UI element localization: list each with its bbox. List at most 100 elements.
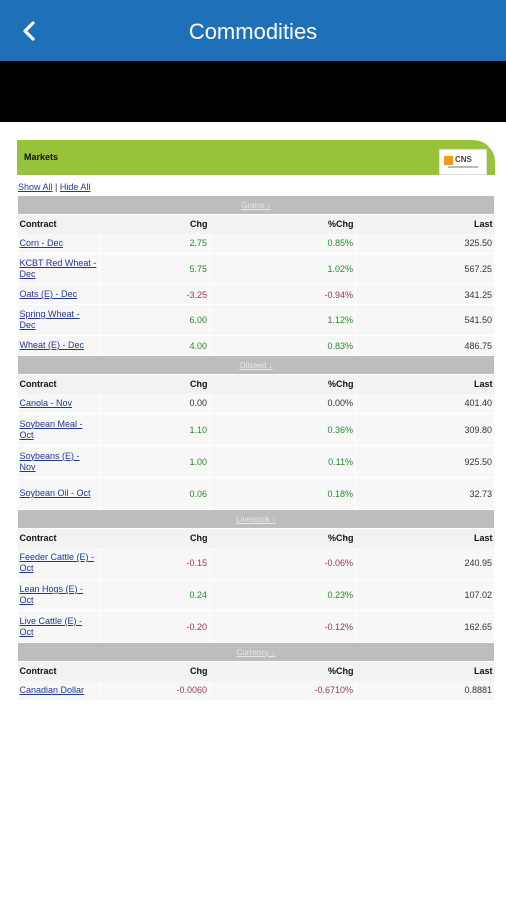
- contract-link[interactable]: Wheat (E) - Dec: [19, 340, 85, 350]
- last-value: 567.25: [355, 253, 495, 285]
- table-row: Canola - Nov 0.00 0.00% 401.40: [17, 393, 495, 414]
- last-value: 0.8881: [355, 680, 495, 701]
- col-contract: Contract: [17, 374, 100, 394]
- chg-value: 1.10: [99, 413, 210, 446]
- logo-square-icon: [444, 156, 453, 165]
- chg-value: 0.24: [99, 579, 210, 611]
- chg-value: 4.00: [99, 335, 210, 356]
- contract-link[interactable]: Corn - Dec: [19, 237, 64, 248]
- column-header-row: Contract Chg %Chg Last: [17, 528, 495, 548]
- pct-chg-value: 0.83%: [209, 335, 356, 356]
- section-toggle[interactable]: Oilseed: [239, 360, 267, 370]
- table-row: Soybean Oil - Oct 0.06 0.18% 32.73: [17, 477, 495, 510]
- table-row: Live Cattle (E) - Oct -0.20 -0.12% 162.65: [17, 610, 495, 643]
- col-pct-chg: %Chg: [209, 528, 356, 548]
- contract-link[interactable]: Soybean Meal - Oct: [19, 418, 83, 440]
- col-chg: Chg: [99, 374, 210, 394]
- hide-all-link[interactable]: Hide All: [59, 182, 91, 192]
- table-row: Lean Hogs (E) - Oct 0.24 0.23% 107.02: [17, 579, 495, 611]
- col-contract: Contract: [17, 528, 100, 548]
- section-toggle[interactable]: Grains: [241, 200, 265, 210]
- table-row: Soybean Meal - Oct 1.10 0.36% 309.80: [17, 413, 495, 446]
- section-toggle[interactable]: Livestock: [236, 514, 270, 524]
- chg-value: -0.15: [99, 547, 210, 580]
- toggle-arrow-icon: ↓: [269, 647, 276, 657]
- chg-value: -0.20: [99, 610, 210, 643]
- section-toggle[interactable]: Currency: [236, 647, 270, 657]
- table-row: Oats (E) - Dec -3.25 -0.94% 341.25: [17, 284, 495, 305]
- contract-link[interactable]: Oats (E) - Dec: [19, 289, 78, 299]
- table-row: Wheat (E) - Dec 4.00 0.83% 486.75: [17, 335, 495, 356]
- pct-chg-value: 0.85%: [209, 233, 356, 254]
- chg-value: 5.75: [99, 253, 210, 285]
- col-pct-chg: %Chg: [209, 374, 356, 394]
- last-value: 32.73: [355, 477, 495, 510]
- pct-chg-value: 0.18%: [209, 477, 356, 510]
- last-value: 341.25: [355, 284, 495, 305]
- col-contract: Contract: [17, 214, 100, 234]
- last-value: 162.65: [355, 610, 495, 643]
- pct-chg-value: 0.00%: [209, 393, 356, 414]
- table-row: Soybeans (E) - Nov 1.00 0.11% 925.50: [17, 445, 495, 478]
- table-row: Spring Wheat - Dec 6.00 1.12% 541.50: [17, 304, 495, 336]
- page-title: Commodities: [188, 19, 318, 44]
- last-value: 325.50: [355, 233, 495, 254]
- chg-value: 0.00: [99, 393, 210, 414]
- table-row: KCBT Red Wheat - Dec 5.75 1.02% 567.25: [17, 253, 495, 285]
- col-last: Last: [355, 374, 495, 394]
- last-value: 541.50: [355, 304, 495, 336]
- table-row: Corn - Dec 2.75 0.85% 325.50: [17, 233, 495, 254]
- pct-chg-value: 1.02%: [209, 253, 356, 285]
- contract-link[interactable]: Canola - Nov: [19, 397, 73, 408]
- col-pct-chg: %Chg: [209, 661, 356, 681]
- show-all-link[interactable]: Show All: [18, 182, 53, 192]
- col-last: Last: [355, 528, 495, 548]
- col-contract: Contract: [17, 661, 100, 681]
- cns-logo: CNS: [439, 149, 487, 175]
- contract-link[interactable]: Feeder Cattle (E) - Oct: [19, 552, 95, 574]
- last-value: 240.95: [355, 547, 495, 580]
- section-header-currency[interactable]: Currency ↓: [17, 642, 495, 662]
- col-chg: Chg: [99, 214, 210, 234]
- last-value: 107.02: [355, 579, 495, 611]
- pct-chg-value: 1.12%: [209, 304, 356, 336]
- markets-header: Markets CNS: [17, 140, 495, 175]
- contract-link[interactable]: Soybean Oil - Oct: [19, 488, 91, 498]
- contract-link[interactable]: Canadian Dollar: [19, 684, 85, 695]
- col-chg: Chg: [99, 661, 210, 681]
- last-value: 486.75: [355, 335, 495, 356]
- last-value: 925.50: [355, 445, 495, 478]
- chg-value: 6.00: [99, 304, 210, 336]
- contract-link[interactable]: Live Cattle (E) - Oct: [19, 615, 83, 637]
- app-header: Commodities: [0, 0, 506, 61]
- col-chg: Chg: [99, 528, 210, 548]
- pct-chg-value: 0.36%: [209, 413, 356, 446]
- pct-chg-value: -0.12%: [209, 610, 356, 643]
- chevron-left-icon: [23, 21, 35, 41]
- last-value: 309.80: [355, 413, 495, 446]
- show-hide-links: Show All | Hide All: [17, 175, 495, 195]
- toggle-arrow-icon: ↓: [264, 200, 271, 210]
- pct-chg-value: 0.23%: [209, 579, 356, 611]
- markets-widget: Markets CNS Show All | Hide All Grains ↓…: [17, 140, 495, 708]
- contract-link[interactable]: Spring Wheat - Dec: [19, 309, 80, 330]
- column-header-row: Contract Chg %Chg Last: [17, 374, 495, 394]
- col-last: Last: [355, 661, 495, 681]
- table-row: Feeder Cattle (E) - Oct -0.15 -0.06% 240.95: [17, 547, 495, 580]
- logo-text: CNS: [455, 155, 472, 164]
- markets-table: Grains ↓ Contract Chg %Chg Last Corn - Dec 2.7…: [17, 195, 495, 701]
- section-header-oilseed[interactable]: Oilseed ↓: [17, 355, 495, 375]
- pct-chg-value: -0.94%: [209, 284, 356, 305]
- section-header-grains[interactable]: Grains ↓: [17, 195, 495, 215]
- chg-value: 2.75: [99, 233, 210, 254]
- contract-link[interactable]: Soybeans (E) - Nov: [19, 450, 80, 472]
- chg-value: 1.00: [99, 445, 210, 478]
- toggle-arrow-icon: ↓: [266, 360, 273, 370]
- contract-link[interactable]: Lean Hogs (E) - Oct: [19, 584, 84, 605]
- back-button[interactable]: [16, 16, 44, 46]
- col-pct-chg: %Chg: [209, 214, 356, 234]
- section-header-livestock[interactable]: Livestock ↓: [17, 509, 495, 529]
- contract-link[interactable]: KCBT Red Wheat - Dec: [19, 258, 97, 279]
- chg-value: 0.06: [99, 477, 210, 510]
- markets-title: Markets: [24, 152, 59, 162]
